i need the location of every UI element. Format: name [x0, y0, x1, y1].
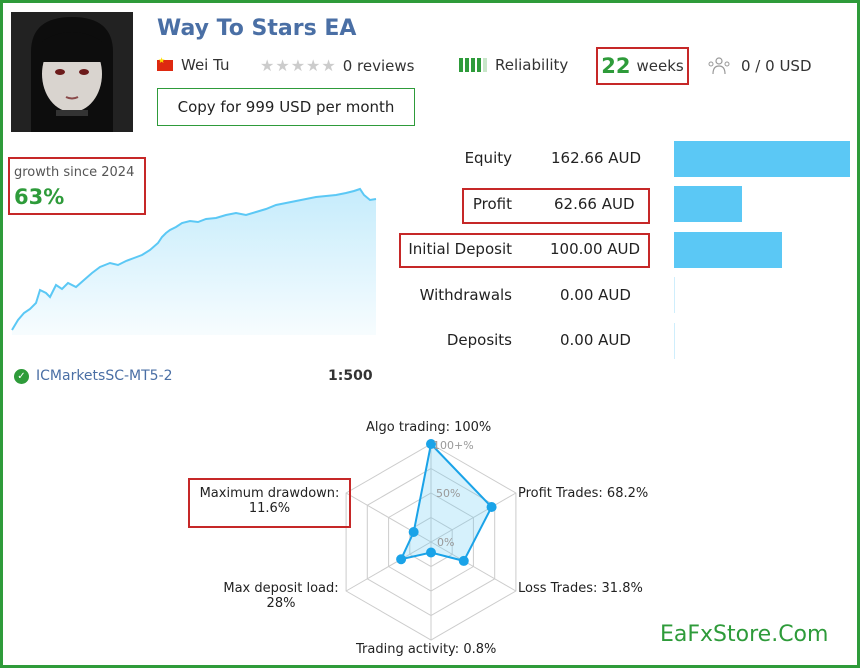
rating[interactable]: ★★★★★ 0 reviews: [260, 56, 414, 75]
stat-value-withdrawals: 0.00 AUD: [560, 286, 631, 304]
radar-point: [396, 554, 407, 565]
radar-label-loss-trades: Loss Trades: 31.8%: [518, 581, 643, 596]
verified-shield-icon: ✓: [14, 368, 29, 384]
stat-label-deposits: Deposits: [446, 331, 512, 349]
reliability: Reliability: [459, 56, 568, 74]
star-icon: ★★★★★: [260, 56, 337, 75]
max-drawdown-title: Maximum drawdown:: [199, 486, 340, 501]
radar-tick-100: 100+%: [433, 439, 474, 452]
ea-title[interactable]: Way To Stars EA: [157, 16, 357, 41]
china-flag-icon: [157, 56, 173, 71]
bar-equity: [674, 141, 850, 177]
radar-tick-50: 50%: [436, 487, 460, 500]
reliability-label: Reliability: [495, 56, 569, 74]
author-name[interactable]: Wei Tu: [181, 56, 230, 74]
stat-value-equity: 162.66 AUD: [551, 149, 642, 167]
broker-name[interactable]: ICMarketsSC-MT5-2: [36, 368, 173, 384]
radar-tick-0: 0%: [437, 536, 454, 549]
subscribers-text: 0 / 0 USD: [741, 57, 812, 75]
radar-point: [458, 555, 469, 566]
radar-label-max-drawdown: Maximum drawdown: 11.6%: [190, 486, 349, 516]
profit-highlight: [462, 188, 650, 224]
radar-axis-line: [430, 541, 517, 592]
stat-label-equity: Equity: [464, 149, 512, 167]
radar-label-trading-activity: Trading activity: 0.8%: [356, 642, 497, 657]
growth-chart[interactable]: [10, 185, 378, 335]
copy-subscribe-button[interactable]: Copy for 999 USD per month: [157, 88, 415, 126]
broker-server[interactable]: ✓ ICMarketsSC-MT5-2: [14, 368, 173, 384]
stat-label-withdrawals: Withdrawals: [419, 286, 512, 304]
radar-point: [426, 547, 436, 558]
radar-axis-line: [430, 492, 517, 543]
growth-label: growth since 2024: [14, 165, 135, 180]
radar-label-max-deposit-load: Max deposit load: 28%: [216, 581, 346, 611]
leverage: 1:500: [328, 368, 373, 384]
radar-point: [408, 526, 419, 537]
stat-value-initial-deposit: 100.00 AUD: [550, 240, 641, 258]
max-deposit-load-value: 28%: [266, 596, 296, 611]
max-drawdown-value: 11.6%: [248, 501, 291, 516]
bar-profit: [674, 186, 742, 222]
initial-deposit-highlight: [399, 233, 650, 268]
radar-label-algo-trading: Algo trading: 100%: [366, 420, 492, 435]
radar-axis-line: [345, 541, 432, 592]
watermark: EaFxStore.Com: [660, 622, 829, 647]
stat-value-deposits: 0.00 AUD: [560, 331, 631, 349]
weeks-unit: weeks: [636, 57, 684, 75]
bar-deposits: [674, 323, 675, 359]
radar-point: [486, 502, 497, 513]
author-info[interactable]: Wei Tu: [157, 56, 230, 74]
radar-point: [426, 439, 436, 449]
max-drawdown-highlight: [188, 478, 351, 528]
bar-withdrawals: [674, 277, 675, 313]
stat-label-profit: Profit: [472, 195, 512, 213]
bar-initial-deposit: [674, 232, 783, 268]
weeks-badge: 22 weeks: [596, 47, 689, 85]
max-deposit-load-title: Max deposit load:: [223, 581, 339, 596]
weeks-value: 22: [601, 54, 631, 78]
radar-label-profit-trades: Profit Trades: 68.2%: [518, 486, 649, 501]
stat-value-profit: 62.66 AUD: [554, 195, 635, 213]
reliability-bars-icon: [459, 58, 487, 72]
stat-label-initial-deposit: Initial Deposit: [408, 240, 512, 258]
people-icon: [708, 57, 730, 75]
growth-value: 63%: [14, 185, 65, 209]
growth-box: growth since 2024 63%: [8, 157, 146, 215]
author-avatar[interactable]: [11, 12, 133, 132]
reviews-count[interactable]: 0 reviews: [342, 56, 415, 75]
subscribers-info: 0 / 0 USD: [707, 56, 812, 76]
